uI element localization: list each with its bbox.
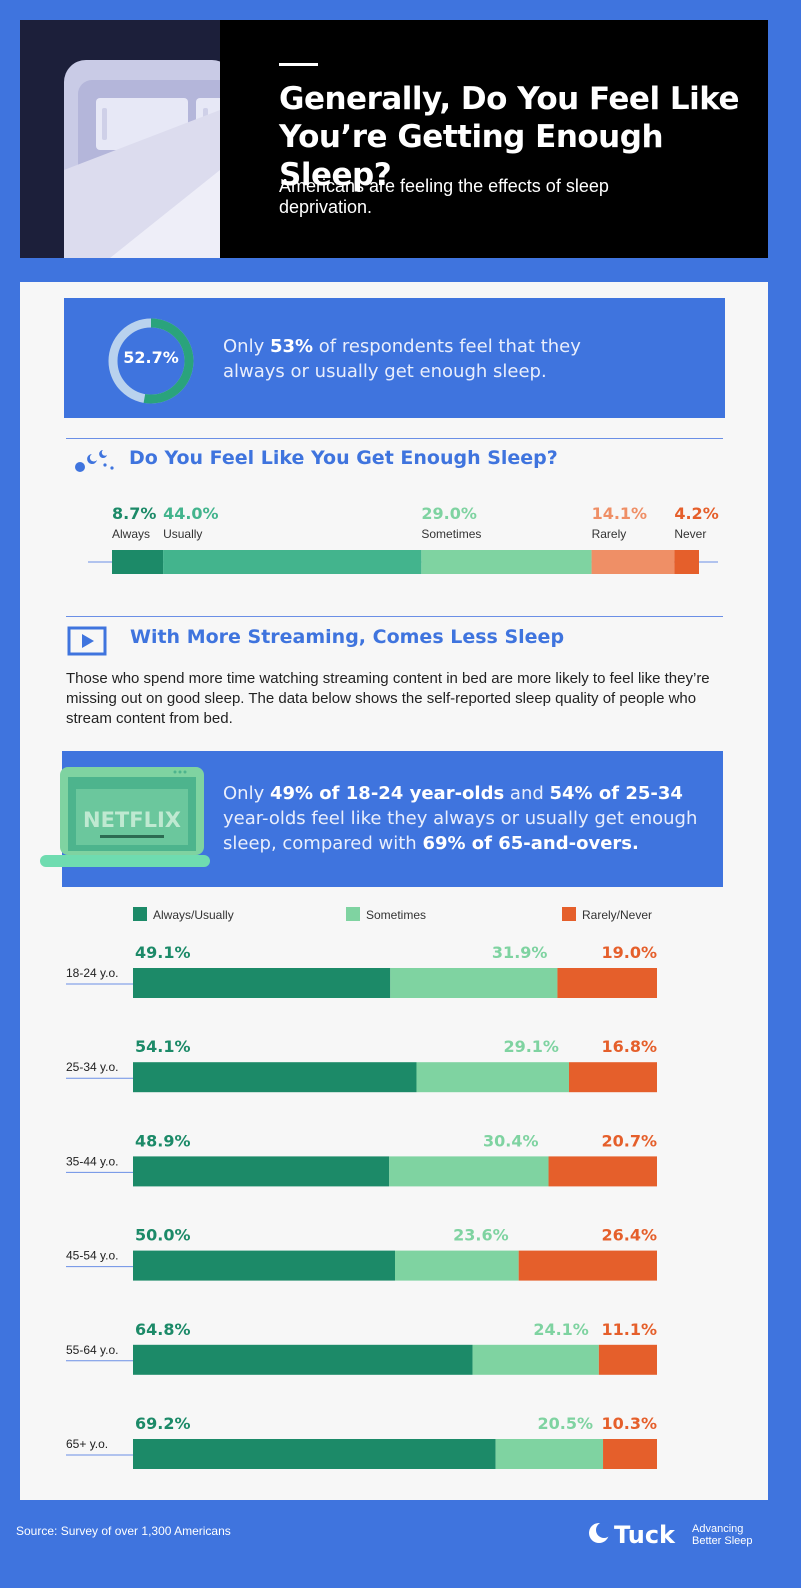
section-divider <box>66 438 723 439</box>
tuck-logo[interactable]: Tuck Advancing Better Sleep <box>587 1520 787 1550</box>
age-value-label: 31.9% <box>492 943 548 962</box>
streaming-callout: NETFLIX Only 49% of 18-24 year-olds and … <box>40 751 723 887</box>
legend-swatch <box>346 907 360 921</box>
age-value-label: 19.0% <box>601 943 657 962</box>
streaming-description: Those who spend more time watching strea… <box>66 670 710 727</box>
chart1-category-label: Sometimes <box>421 527 482 541</box>
chart1-bar-segment <box>163 550 422 574</box>
age-bar-segment <box>395 1250 519 1281</box>
legend-swatch <box>562 907 576 921</box>
age-value-label: 23.6% <box>453 1226 509 1245</box>
age-bar-segment <box>472 1344 599 1375</box>
moon-icon <box>75 450 114 472</box>
tagline-2: Better Sleep <box>692 1535 753 1547</box>
section-title-sleep: Do You Feel Like You Get Enough Sleep? <box>129 447 558 469</box>
age-bar-segment <box>133 1156 390 1187</box>
chart1-value-label: 29.0% <box>421 504 477 523</box>
age-bar-segment <box>548 1156 657 1187</box>
age-bar-segment <box>133 1062 417 1093</box>
page-title: Generally, Do You Feel Like You’re Getti… <box>279 80 749 194</box>
age-value-label: 16.8% <box>601 1037 657 1056</box>
laptop-icon: NETFLIX <box>40 767 210 867</box>
age-value-label: 64.8% <box>135 1320 191 1339</box>
header-accent-rule <box>279 63 318 66</box>
chart1-category-label: Always <box>112 527 151 541</box>
age-value-label: 29.1% <box>503 1037 559 1056</box>
age-value-label: 20.7% <box>601 1131 657 1150</box>
age-value-label: 48.9% <box>135 1131 191 1150</box>
age-group-label: 45-54 y.o. <box>66 1249 118 1263</box>
play-video-icon <box>67 626 107 656</box>
age-bar-segment <box>518 1250 657 1281</box>
age-bar-segment <box>416 1062 569 1093</box>
age-value-label: 10.3% <box>601 1414 657 1433</box>
age-bar-segment <box>133 1250 395 1281</box>
summary-callout: 52.7% Only 53% of respondents feel that … <box>64 298 725 418</box>
age-group-label: 55-64 y.o. <box>66 1343 118 1357</box>
chart1-bar-segment <box>674 550 699 574</box>
brand-name: Tuck <box>614 1521 676 1549</box>
donut-arc <box>108 318 194 404</box>
age-bar-segment <box>557 968 657 998</box>
age-group-label: 25-34 y.o. <box>66 1060 118 1074</box>
legend-label: Always/Usually <box>153 908 234 922</box>
tagline-1: Advancing <box>692 1523 743 1535</box>
chart2-age-groups: Always/Usually Sometimes Rarely/Never 18-24… <box>66 907 657 1469</box>
legend-label: Sometimes <box>366 908 426 922</box>
age-bar-segment <box>133 968 391 998</box>
age-value-label: 26.4% <box>601 1226 657 1245</box>
age-bar-segment <box>495 1439 604 1469</box>
legend-swatch <box>133 907 147 921</box>
chart1-value-label: 8.7% <box>112 504 157 523</box>
title-line-1: Generally, Do You Feel Like <box>279 81 740 117</box>
chart1-value-label: 44.0% <box>163 504 219 523</box>
chart1-stacked-bar <box>88 550 718 574</box>
chart1-category-label: Rarely <box>591 527 627 541</box>
age-bar-segment <box>133 1439 496 1469</box>
chart1-category-label: Usually <box>163 527 203 541</box>
age-group-label: 65+ y.o. <box>66 1437 108 1451</box>
age-bar-segment <box>598 1344 657 1375</box>
summary-text: Only 53% of respondents feel that they a… <box>223 336 581 382</box>
age-value-label: 24.1% <box>533 1320 589 1339</box>
age-value-label: 20.5% <box>538 1414 594 1433</box>
streaming-callout-text: Only 49% of 18-24 year-olds and 54% of 2… <box>223 783 698 854</box>
chart1-value-label: 4.2% <box>674 504 719 523</box>
section-title-streaming: With More Streaming, Comes Less Sleep <box>130 626 565 648</box>
title-line-2: You’re Getting Enough Sleep? <box>279 119 664 193</box>
netflix-logo: NETFLIX <box>83 808 181 832</box>
chart1-bar-segment <box>112 550 164 574</box>
donut-value: 52.7% <box>123 348 179 367</box>
legend-label: Rarely/Never <box>582 908 652 922</box>
age-value-label: 50.0% <box>135 1226 191 1245</box>
header-banner: Generally, Do You Feel Like You’re Getti… <box>20 20 768 258</box>
age-group-label: 35-44 y.o. <box>66 1154 118 1168</box>
source-note: Source: Survey of over 1,300 Americans <box>16 1524 231 1538</box>
page-subtitle: Americans are feeling the effects of sle… <box>279 176 609 217</box>
age-value-label: 30.4% <box>483 1131 539 1150</box>
age-bar-segment <box>389 1156 549 1187</box>
age-value-label: 54.1% <box>135 1037 191 1056</box>
age-value-label: 11.1% <box>601 1320 657 1339</box>
header-illustration <box>20 20 220 258</box>
age-bar-segment <box>603 1439 657 1469</box>
age-bar-segment <box>133 1344 473 1375</box>
age-value-label: 69.2% <box>135 1414 191 1433</box>
age-bar-segment <box>390 968 558 998</box>
donut-chart <box>108 318 194 404</box>
chart1-value-label: 14.1% <box>591 504 648 523</box>
chart1-bar-segment <box>591 550 675 574</box>
content-panel: 52.7% Only 53% of respondents feel that … <box>20 282 768 1500</box>
chart1-bar-segment <box>421 550 592 574</box>
section-divider <box>66 616 723 617</box>
chart1-category-label: Never <box>674 527 707 541</box>
bed-pillow-icon <box>20 20 220 258</box>
age-group-label: 18-24 y.o. <box>66 966 118 980</box>
age-value-label: 49.1% <box>135 943 191 962</box>
age-bar-segment <box>568 1062 657 1093</box>
